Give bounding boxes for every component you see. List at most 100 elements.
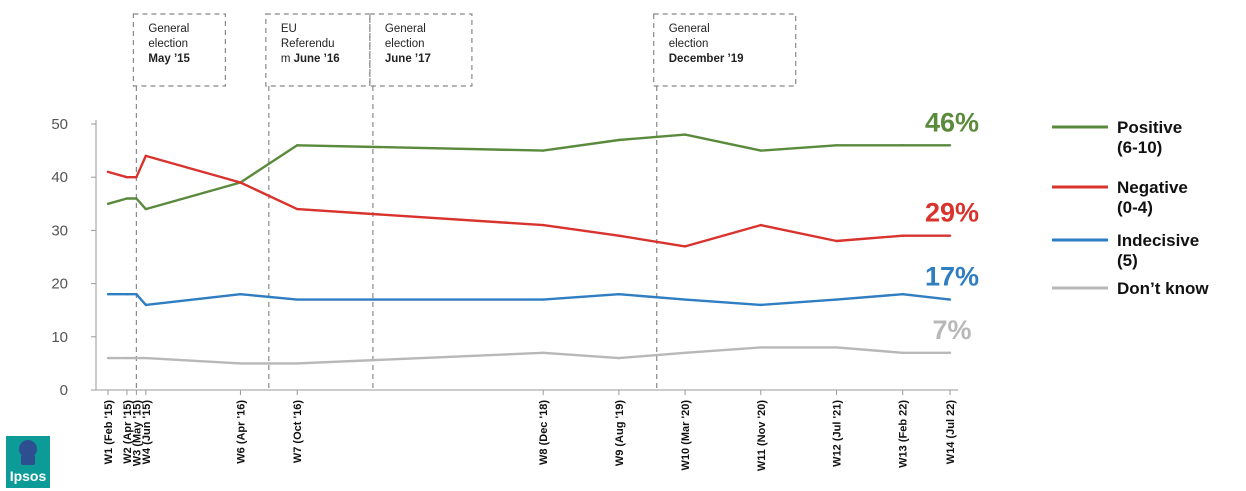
legend-label: (0-4) bbox=[1117, 198, 1153, 217]
x-tick-label: W6 (Apr '16) bbox=[235, 400, 247, 464]
data-point bbox=[135, 176, 138, 179]
series-line bbox=[108, 346, 950, 365]
logo-neck-shape bbox=[21, 455, 35, 465]
x-tick-label: W14 (Jul 22) bbox=[945, 400, 957, 465]
y-tick-label: 50 bbox=[51, 116, 68, 133]
data-point bbox=[617, 293, 621, 296]
data-point bbox=[759, 346, 762, 349]
event-label-line: General bbox=[148, 23, 189, 35]
data-point bbox=[901, 293, 904, 296]
series-end-label: 17% bbox=[925, 262, 979, 292]
event-label-text: election bbox=[385, 38, 425, 50]
data-point bbox=[239, 181, 242, 184]
data-point bbox=[835, 298, 838, 301]
y-tick-label: 0 bbox=[60, 382, 68, 399]
event-label-text: election bbox=[148, 38, 188, 50]
data-point bbox=[296, 298, 299, 301]
data-point bbox=[617, 138, 621, 142]
event-label-line: EU bbox=[281, 23, 297, 35]
event-label-line: m June ’16 bbox=[281, 53, 340, 65]
data-point bbox=[106, 202, 110, 205]
logo-head-shape bbox=[19, 440, 37, 458]
event-box bbox=[369, 13, 473, 87]
chart-axes: 0 10 20 30 40 50 W1 (Feb '15) W2 (Apr '15)W3 (M… bbox=[51, 116, 958, 471]
legend-label: Don’t know bbox=[1117, 279, 1209, 298]
event-box bbox=[265, 13, 371, 87]
x-tick-label: W9 (Aug '19) bbox=[614, 400, 626, 467]
data-point bbox=[144, 303, 148, 307]
event-label-text: General bbox=[148, 23, 189, 35]
event-label-text: m bbox=[281, 53, 294, 65]
event-label-text: EU bbox=[281, 23, 297, 35]
chart-series bbox=[106, 133, 952, 365]
data-point bbox=[135, 293, 138, 296]
logo-text: Ipsos bbox=[10, 468, 47, 484]
legend-label: Positive bbox=[1117, 118, 1182, 137]
event-box bbox=[132, 13, 226, 87]
data-point bbox=[106, 170, 110, 174]
ipsos-logo: Ipsos bbox=[6, 436, 50, 488]
data-point bbox=[125, 293, 129, 296]
data-point bbox=[759, 149, 762, 152]
event-label-text: election bbox=[669, 38, 709, 50]
event-label-line: General bbox=[669, 23, 710, 35]
x-tick-label: W2 (Apr '15) bbox=[122, 400, 134, 464]
legend-label: (5) bbox=[1117, 251, 1138, 270]
data-point bbox=[541, 149, 545, 152]
y-tick-label: 10 bbox=[51, 329, 68, 346]
data-point bbox=[541, 351, 545, 354]
series-end-label: 29% bbox=[925, 198, 979, 228]
event-label-line: election bbox=[385, 38, 425, 50]
data-point bbox=[948, 351, 952, 354]
x-tick-label: W11 (Nov '20) bbox=[756, 400, 768, 471]
data-point bbox=[296, 207, 299, 211]
event-label-line: election bbox=[669, 38, 709, 50]
series-line bbox=[108, 293, 951, 307]
event-label-text: General bbox=[385, 23, 426, 35]
x-tick-label: W12 (Jul '21) bbox=[831, 400, 843, 467]
data-point bbox=[144, 154, 148, 158]
event-box bbox=[653, 13, 797, 87]
y-tick-label: 20 bbox=[51, 276, 68, 293]
data-point bbox=[541, 298, 545, 301]
data-point bbox=[683, 351, 687, 354]
data-point bbox=[125, 176, 129, 179]
data-point bbox=[683, 133, 687, 136]
data-point bbox=[135, 197, 138, 200]
data-point bbox=[296, 362, 299, 365]
data-point bbox=[759, 223, 762, 227]
data-point bbox=[948, 144, 952, 147]
event-label-line: General bbox=[385, 23, 426, 35]
data-point bbox=[125, 356, 129, 360]
event-label-line: election bbox=[148, 38, 188, 50]
data-point bbox=[239, 362, 242, 365]
data-point bbox=[239, 293, 242, 296]
data-point bbox=[835, 144, 838, 147]
data-point bbox=[901, 144, 904, 147]
series-line bbox=[107, 133, 950, 211]
end-labels: 46% 29% 17% 7% bbox=[925, 107, 979, 344]
data-point bbox=[144, 356, 148, 360]
chart-legend: Positive(6-10) Negative(0-4) Indecisive(5)… bbox=[1052, 118, 1209, 298]
x-tick-label: W3 (May '15) bbox=[131, 400, 143, 467]
data-point bbox=[617, 234, 621, 237]
data-point bbox=[106, 293, 110, 296]
event-label-text: June ’17 bbox=[385, 53, 431, 65]
x-tick-label: W4 (Jun '15) bbox=[141, 400, 153, 465]
series-end-label: 46% bbox=[925, 107, 979, 137]
event-label-text: General bbox=[669, 23, 710, 35]
data-point bbox=[683, 245, 687, 248]
event-label-line: December ’19 bbox=[669, 53, 744, 65]
data-point bbox=[901, 351, 904, 354]
event-label-text: May ’15 bbox=[148, 53, 190, 65]
data-point bbox=[296, 144, 299, 147]
event-label-text: Referendu bbox=[281, 38, 335, 50]
data-point bbox=[541, 223, 545, 227]
event-label-text: December ’19 bbox=[669, 53, 744, 65]
data-point bbox=[948, 298, 952, 301]
data-point bbox=[759, 303, 762, 307]
data-point bbox=[835, 346, 838, 349]
legend-label: Negative bbox=[1117, 178, 1188, 197]
event-label-line: May ’15 bbox=[148, 53, 190, 65]
